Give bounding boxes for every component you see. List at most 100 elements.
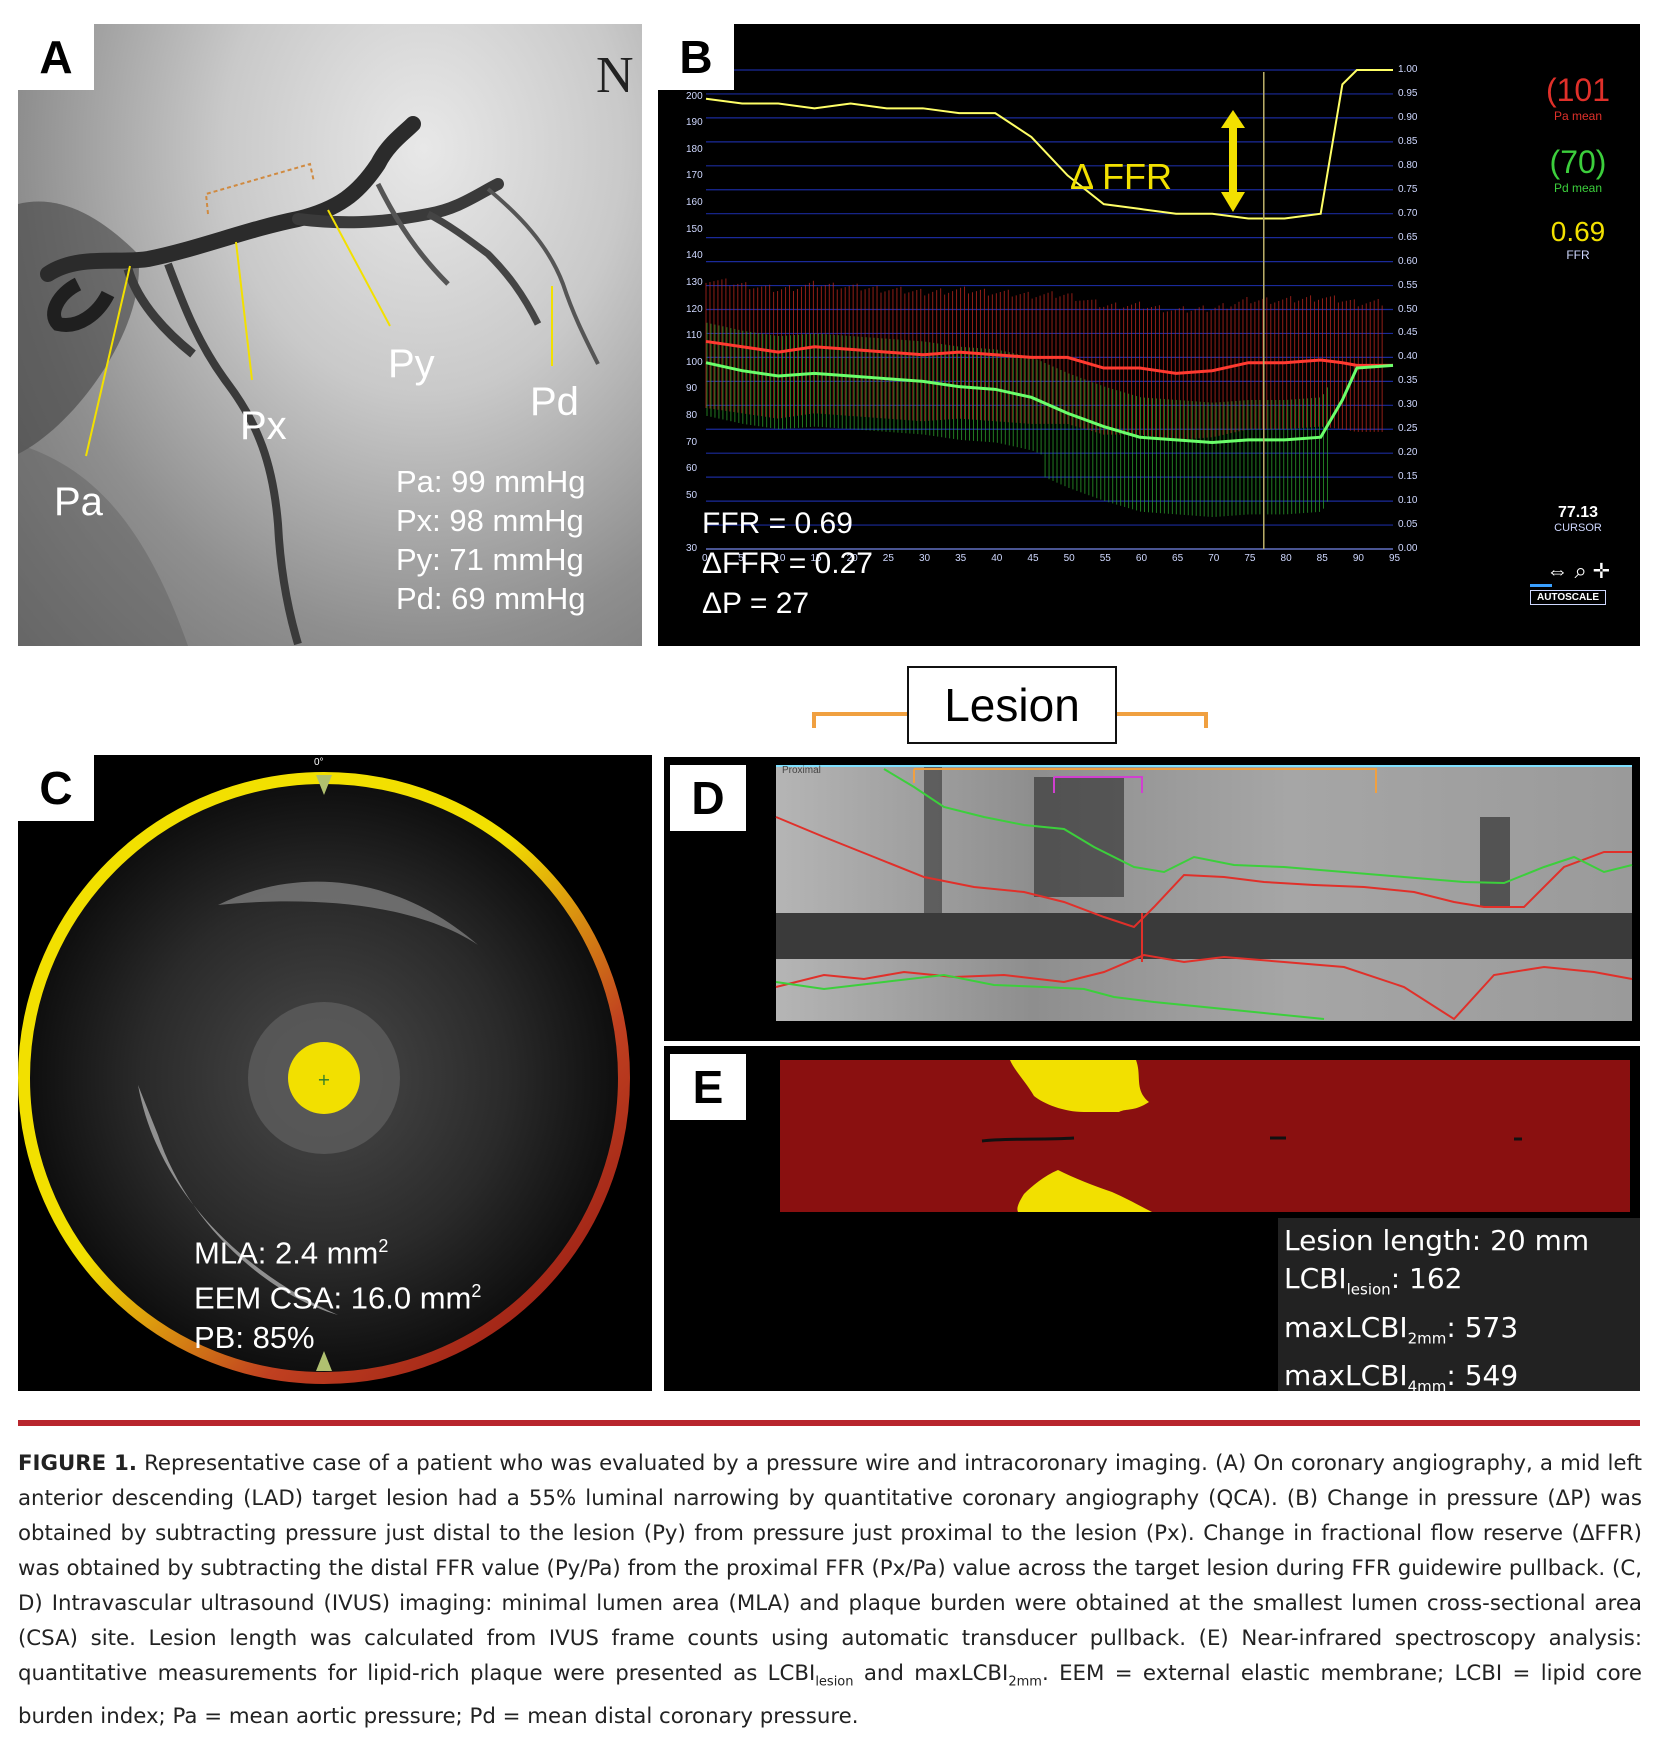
pan-icon[interactable]: ⇔ — [1546, 558, 1569, 583]
svg-text:+: + — [317, 1070, 330, 1089]
x-tick-label: 80 — [1280, 553, 1292, 564]
readout-eem-csa: EEM CSA: 16.0 mm2 — [194, 1280, 482, 1316]
lcbi-stats: Lesion length: 20 mm LCBIlesion: 162 max… — [1278, 1218, 1640, 1391]
panel-a-tag: A — [18, 24, 94, 90]
orientation-mark: N — [596, 47, 634, 104]
right-tick-label: 0.45 — [1398, 327, 1418, 339]
label-pa: Pa — [54, 480, 103, 524]
lesion-bracket — [812, 712, 1208, 728]
stat-delta-p: ΔP = 27 — [702, 587, 810, 620]
x-tick-label: 35 — [955, 553, 967, 564]
move-icon[interactable]: ✛ — [1592, 558, 1610, 583]
readout-pa: Pa: 99 mmHg — [396, 464, 586, 499]
left-tick-label: 110 — [686, 330, 702, 342]
figure-label: FIGURE 1. — [18, 1451, 137, 1476]
delta-ffr-label: Δ FFR — [1070, 156, 1173, 197]
x-tick-label: 65 — [1172, 553, 1184, 564]
left-tick-label: 140 — [686, 250, 703, 262]
stat-lesion-length: Lesion length: 20 mm — [1284, 1224, 1590, 1257]
left-tick-label: 160 — [686, 197, 703, 209]
right-tick-label: 0.90 — [1398, 111, 1418, 123]
left-tick-label: 200 — [686, 90, 703, 102]
x-tick-label: 75 — [1244, 553, 1256, 564]
stat-maxlcbi-2mm: maxLCBI2mm: 573 — [1284, 1310, 1519, 1348]
px-pointer — [235, 241, 253, 381]
proximal-label: Proximal — [782, 765, 821, 776]
left-tick-label: 50 — [686, 489, 698, 501]
py-pointer — [327, 209, 391, 327]
right-tick-label: 0.75 — [1398, 183, 1418, 195]
left-tick-label: 170 — [686, 170, 703, 182]
x-tick-label: 60 — [1135, 553, 1148, 564]
x-tick-label: 50 — [1063, 553, 1075, 564]
caption-divider — [18, 1420, 1640, 1426]
right-tick-label: 0.50 — [1398, 303, 1418, 315]
left-tick-label: 80 — [686, 409, 698, 421]
stat-maxlcbi-4mm: maxLCBI4mm: 549 — [1284, 1359, 1519, 1391]
pa-mean-label: Pa mean — [1553, 109, 1603, 123]
right-tick-label: 0.65 — [1398, 231, 1418, 243]
x-tick-label: 95 — [1389, 553, 1401, 564]
ffr-label: FFR — [1566, 248, 1590, 262]
left-tick-label: 70 — [686, 436, 698, 448]
pa-mean-value: (101 — [1545, 72, 1611, 108]
x-tick-label: 85 — [1316, 553, 1328, 564]
x-tick-label: 90 — [1352, 553, 1364, 564]
figure-caption: FIGURE 1. Representative case of a patie… — [18, 1451, 1642, 1730]
left-tick-label: 30 — [686, 543, 698, 554]
pa-pointer — [85, 265, 131, 457]
readout-pb: PB: 85% — [194, 1319, 315, 1355]
ffr-stats: FFR = 0.69 ΔFFR = 0.27 ΔP = 27 — [702, 504, 873, 624]
ffr-line — [705, 69, 1393, 220]
longitudinal-ivus-view — [775, 765, 1633, 1021]
left-tick-label: 130 — [686, 276, 703, 288]
panel-b-ffr-pullback: 2102001901801701601501401301201101009080… — [658, 24, 1640, 646]
right-tick-label: 0.15 — [1398, 471, 1418, 483]
pd-mean-value: (70) — [1549, 144, 1607, 180]
stat-delta-ffr: ΔFFR = 0.27 — [702, 547, 873, 580]
right-tick-label: 0.30 — [1398, 399, 1418, 411]
right-tick-label: 0.05 — [1398, 519, 1418, 531]
angiogram-image — [18, 116, 600, 646]
left-tick-label: 180 — [686, 143, 703, 155]
zoom-icon[interactable]: ⌕ — [1574, 558, 1587, 583]
nirs-chemogram — [780, 1060, 1630, 1212]
right-tick-label: 0.25 — [1398, 423, 1418, 435]
left-tick-label: 120 — [686, 303, 703, 315]
ivus-cross-section: + — [18, 772, 630, 1384]
ffr-value: 0.69 — [1550, 216, 1606, 247]
right-tick-label: 0.55 — [1398, 279, 1418, 291]
x-tick-label: 70 — [1208, 553, 1220, 564]
panel-d-tag: D — [670, 765, 746, 831]
label-px: Px — [240, 404, 287, 448]
top-marker: 0° — [314, 757, 324, 768]
readout-mla: MLA: 2.4 mm2 — [194, 1235, 389, 1271]
left-tick-label: 190 — [686, 117, 703, 129]
ffr-pullback-chart — [705, 69, 1552, 587]
right-tick-label: 0.35 — [1398, 375, 1418, 387]
right-tick-label: 0.95 — [1398, 87, 1418, 99]
label-pd: Pd — [530, 380, 579, 424]
panel-e-tag: E — [670, 1054, 746, 1120]
readout-pd: Pd: 69 mmHg — [396, 581, 586, 616]
pd-mean-label: Pd mean — [1553, 181, 1603, 195]
panel-c-tag: C — [18, 755, 94, 821]
x-tick-label: 20 — [846, 553, 858, 564]
delta-ffr-arrowhead-down — [1221, 192, 1245, 212]
stat-lcbi-lesion: LCBIlesion: 162 — [1284, 1262, 1463, 1299]
pa-mean-line — [705, 339, 1393, 375]
autoscale-button[interactable]: AUTOSCALE — [1530, 590, 1606, 605]
x-tick-label: 30 — [918, 553, 931, 564]
ivus-readouts: MLA: 2.4 mm2 EEM CSA: 16.0 mm2 PB: 85% — [194, 1227, 481, 1357]
left-tick-label: 100 — [686, 356, 703, 368]
right-tick-label: 0.60 — [1398, 255, 1418, 267]
right-tick-label: 1.00 — [1398, 64, 1418, 75]
right-tick-label: 0.85 — [1398, 135, 1418, 147]
autoscale-indicator — [1530, 584, 1552, 587]
label-py: Py — [388, 342, 435, 386]
x-tick-label: 25 — [882, 553, 894, 564]
right-tick-label: 0.40 — [1398, 351, 1418, 363]
pressure-readouts: Pa: 99 mmHg Px: 98 mmHg Py: 71 mmHg Pd: … — [396, 462, 586, 618]
left-tick-label: 150 — [686, 223, 703, 235]
right-tick-label: 0.00 — [1398, 543, 1418, 554]
